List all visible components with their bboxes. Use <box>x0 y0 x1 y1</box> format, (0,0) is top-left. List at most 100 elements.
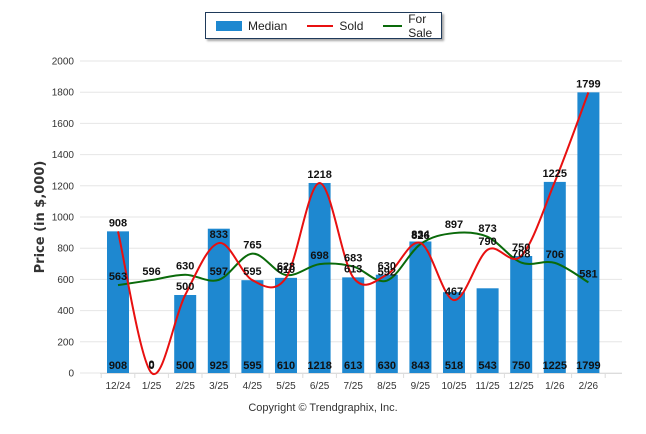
median-bar <box>510 256 533 373</box>
median-swatch-icon <box>216 20 242 31</box>
legend-item-sold[interactable]: Sold <box>307 19 363 33</box>
sold-data-label: 610 <box>277 264 295 276</box>
x-tick-label: 12/24 <box>105 381 130 392</box>
sold-data-label: 750 <box>512 242 530 254</box>
forsale-line-icon <box>383 24 403 27</box>
median-data-label: 613 <box>344 360 362 372</box>
for-sale-data-label: 596 <box>142 266 160 278</box>
y-tick-label: 1200 <box>52 181 75 192</box>
for-sale-data-label: 698 <box>310 250 328 262</box>
for-sale-data-label: 873 <box>478 223 496 235</box>
median-data-label: 543 <box>478 360 496 372</box>
median-bar <box>275 277 297 373</box>
median-bar <box>241 280 264 373</box>
sold-data-label: 1799 <box>576 78 600 90</box>
median-bar <box>342 277 365 373</box>
x-axis-ticks: 12/24 1/25 2/25 3/25 4/25 5/25 6/25 7/25 8/25 9/2… <box>100 373 606 392</box>
for-sale-data-label: 592 <box>378 267 396 279</box>
data-labels: 908 0 500 925 595 610 1218 613 630 843 518 543 750 12… <box>109 78 601 372</box>
legend-sold-label: Sold <box>339 18 364 33</box>
y-tick-label: 200 <box>57 337 74 348</box>
y-tick-label: 800 <box>57 244 74 255</box>
for-sale-data-label: 597 <box>210 266 228 278</box>
median-data-label: 1225 <box>543 360 567 372</box>
sold-line-icon <box>307 24 334 27</box>
y-tick-label: 2000 <box>52 57 75 68</box>
y-tick-label: 600 <box>57 275 74 286</box>
x-tick-label: 11/25 <box>475 381 500 392</box>
median-data-label: 1218 <box>307 360 331 372</box>
x-tick-label: 4/25 <box>243 381 263 392</box>
y-tick-label: 400 <box>57 306 74 317</box>
sold-data-label: 1218 <box>307 169 331 181</box>
for-sale-data-label: 683 <box>344 252 362 264</box>
median-bar <box>375 274 398 373</box>
for-sale-data-label: 765 <box>243 240 261 252</box>
median-data-label: 500 <box>176 360 194 372</box>
for-sale-data-label: 628 <box>277 261 295 273</box>
sold-data-label: 790 <box>478 236 496 248</box>
sold-data-label: 467 <box>445 286 463 298</box>
y-tick-label: 1000 <box>52 213 75 224</box>
x-tick-label: 6/25 <box>310 381 330 392</box>
y-axis-ticks: 0 200 400 600 800 1000 1200 1400 1600 1800 2000 <box>52 57 75 380</box>
sold-data-label: 834 <box>411 229 430 241</box>
x-tick-label: 3/25 <box>209 381 229 392</box>
median-data-label: 1799 <box>576 360 600 372</box>
x-tick-label: 1/26 <box>545 381 565 392</box>
sold-data-label: 613 <box>344 263 362 275</box>
sold-data-label: 630 <box>378 261 396 273</box>
x-tick-label: 2/25 <box>175 381 195 392</box>
for-sale-data-label: 706 <box>546 249 564 261</box>
x-tick-label: 10/25 <box>441 381 466 392</box>
median-bar <box>543 181 566 373</box>
median-data-label: 843 <box>411 360 429 372</box>
for-sale-data-label: 897 <box>445 219 463 231</box>
median-bars <box>107 92 600 373</box>
sold-data-label: 1225 <box>543 168 567 180</box>
median-data-label: 630 <box>378 360 396 372</box>
for-sale-data-label: 708 <box>512 249 530 261</box>
median-data-label: 908 <box>109 360 127 372</box>
legend-item-median[interactable]: Median <box>216 19 287 33</box>
x-tick-label: 8/25 <box>377 381 397 392</box>
for-sale-data-label: 826 <box>411 230 429 242</box>
y-tick-label: 1800 <box>52 88 75 99</box>
y-tick-label: 1600 <box>52 119 75 130</box>
legend: Median Sold For Sale <box>205 12 442 40</box>
y-tick-label: 0 <box>68 369 74 380</box>
x-tick-label: 2/26 <box>579 381 599 392</box>
median-bar <box>577 92 600 373</box>
median-data-label: 518 <box>445 360 463 372</box>
median-data-label: 750 <box>512 360 530 372</box>
median-bar <box>174 295 197 373</box>
for-sale-data-label: 581 <box>579 268 597 280</box>
median-bar <box>409 241 432 373</box>
x-tick-label: 1/25 <box>142 381 162 392</box>
for-sale-data-label: 563 <box>109 271 127 283</box>
median-bar <box>476 288 499 373</box>
copyright-footer: Copyright © Trendgraphix, Inc. <box>248 402 398 414</box>
sold-data-label: 833 <box>210 229 228 241</box>
y-tick-label: 1400 <box>52 150 75 161</box>
for-sale-data-label: 630 <box>176 261 194 273</box>
legend-item-forsale[interactable]: For Sale <box>383 12 441 40</box>
sold-data-label: 595 <box>243 266 261 278</box>
sold-line <box>117 92 590 376</box>
sold-data-label: 500 <box>176 281 194 293</box>
median-bar <box>443 292 465 373</box>
legend-forsale-label: For Sale <box>408 11 433 40</box>
median-data-label: 595 <box>243 360 261 372</box>
y-axis-label: Price (in $,000) <box>33 161 48 274</box>
lines <box>117 92 590 376</box>
median-data-label: 610 <box>277 360 295 372</box>
median-bar <box>308 182 331 373</box>
x-tick-label: 7/25 <box>343 381 363 392</box>
sold-data-label: 908 <box>109 217 127 229</box>
x-tick-label: 5/25 <box>276 381 296 392</box>
sold-data-label: 0 <box>149 359 155 371</box>
x-tick-label: 9/25 <box>411 381 431 392</box>
median-bar <box>207 228 230 373</box>
legend-median-label: Median <box>248 18 288 33</box>
